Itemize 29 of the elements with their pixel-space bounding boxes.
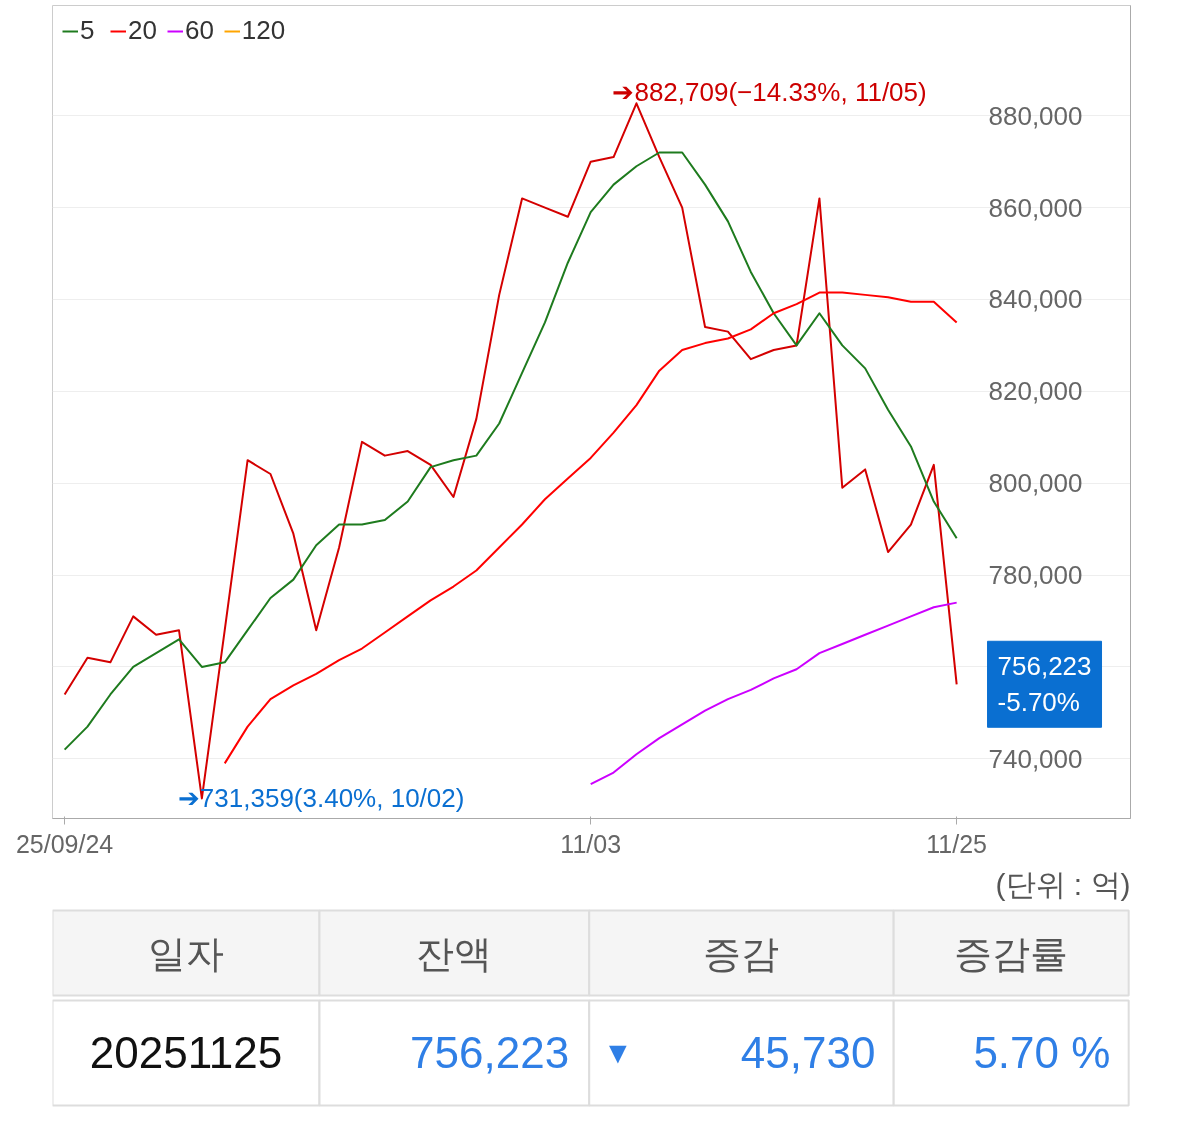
legend-label: 5 xyxy=(80,15,96,46)
y-tick-label: 740,000 xyxy=(988,743,1083,774)
annotation: ➔882,709(−14.33%, 11/05) xyxy=(612,76,927,107)
y-tick-label: 820,000 xyxy=(988,376,1083,407)
text: (단위 : 억) xyxy=(995,867,1131,901)
y-tick-label: 860,000 xyxy=(988,192,1083,223)
x-tick-label: 11/03 xyxy=(560,829,622,858)
text: ▼ xyxy=(602,1036,633,1069)
legend-label: 60 xyxy=(184,15,214,46)
text: 증감 xyxy=(703,932,780,975)
x-tick-label: 11/25 xyxy=(926,829,988,858)
y-tick-label: 800,000 xyxy=(988,468,1083,499)
x-tick-label: 25/09/24 xyxy=(15,829,114,858)
text: 잔액 xyxy=(416,932,493,975)
text: 756,223 xyxy=(410,1028,570,1077)
legend-label: 120 xyxy=(241,15,286,46)
legend-label: 20 xyxy=(128,15,157,46)
text: 756,223 -5.70% xyxy=(997,651,1092,718)
line-series xyxy=(223,291,958,765)
text: 20251125 xyxy=(89,1028,283,1077)
text: 일자 xyxy=(147,932,224,975)
text: 45,730 xyxy=(740,1028,876,1077)
text: 5.70 % xyxy=(973,1028,1111,1077)
y-tick-label: 880,000 xyxy=(988,100,1083,131)
y-tick-label: 780,000 xyxy=(988,560,1083,591)
text: 증감률 xyxy=(954,932,1069,975)
annotation: ➔731,359(3.40%, 10/02) xyxy=(177,783,465,814)
line-series xyxy=(589,601,958,786)
y-tick-label: 840,000 xyxy=(988,284,1083,315)
